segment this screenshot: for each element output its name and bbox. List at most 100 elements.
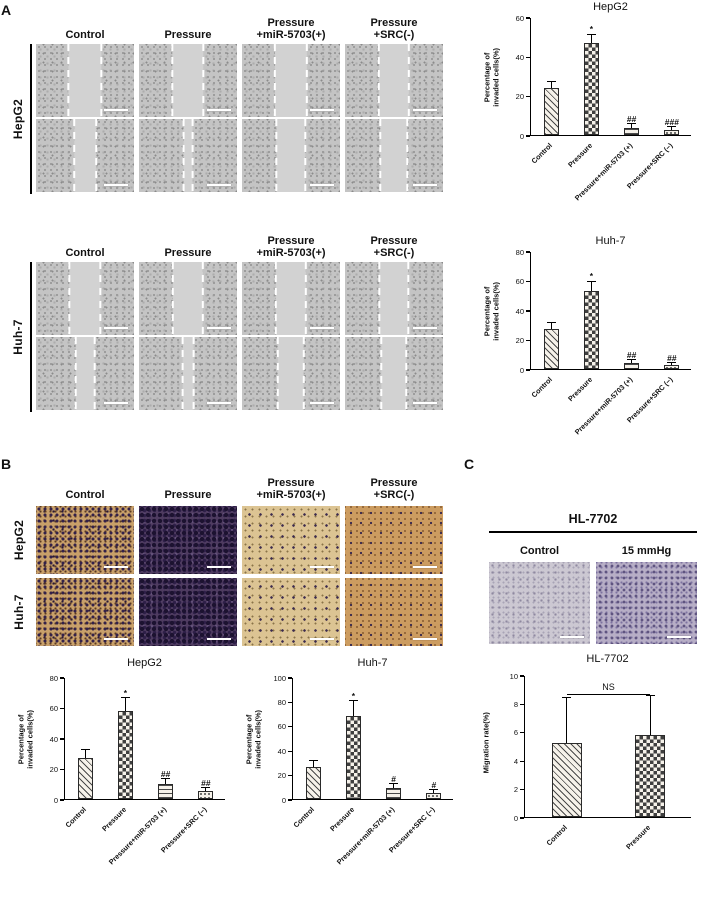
y-tick-mark [526, 56, 530, 58]
wound-gap [74, 337, 95, 410]
bar-pressure-src [664, 365, 680, 369]
transwell-image-hepg2-col0 [36, 506, 134, 574]
plot-area: NS [524, 676, 691, 818]
panel-b-label: B [1, 456, 12, 472]
scale-bar [207, 183, 231, 186]
wound-gap [274, 262, 308, 335]
y-tick-label: 20 [49, 765, 58, 774]
bar-pressure-src [426, 792, 442, 799]
transwell-image-hepg2-col2 [242, 506, 340, 574]
scale-bar [310, 326, 334, 329]
y-axis-label: Percentage of invaded cells(%) [16, 709, 35, 769]
y-tick-label: 100 [273, 673, 286, 683]
chart-invasion-huh7: Huh-7 Percentage of invaded cells(%) 0 20 40… [240, 656, 465, 912]
scale-bar [310, 183, 334, 186]
bar-pressure-mir-5703 [624, 363, 640, 369]
chart-title: HepG2 [127, 657, 162, 669]
bar-pressure-mir-5703 [386, 788, 402, 799]
bar-pressure [583, 42, 599, 135]
error-bar [671, 363, 673, 366]
significance-label: ## [626, 113, 637, 124]
wound-gap [73, 119, 97, 192]
wound-gap [68, 262, 103, 335]
y-tick-label: 40 [515, 52, 524, 62]
wound-gap [276, 337, 306, 410]
panel-c-label: C [464, 456, 475, 472]
chart-title: HepG2 [593, 1, 628, 13]
column-header-row: Control Pressure Pressure +miR-5703(+) Pres… [36, 460, 443, 502]
bar-control [543, 329, 559, 369]
y-tick-mark [60, 799, 64, 801]
y-axis-label: Percentage of invaded cells(%) [482, 47, 501, 107]
scale-bar [310, 565, 334, 568]
y-tick-label: 40 [277, 746, 286, 756]
y-tick-mark [288, 726, 292, 728]
chart-invasion-hepg2: HepG2 Percentage of invaded cells(%) 0 20 40… [12, 656, 237, 912]
y-tick-mark [520, 760, 524, 762]
error-bar-cap [429, 789, 439, 791]
bar-pressure-src [198, 791, 214, 799]
column-header: Control [65, 247, 105, 260]
y-tick-mark [526, 369, 530, 371]
error-bar [590, 281, 592, 291]
error-bar-cap [546, 80, 556, 82]
column-header: Pressure +SRC(-) [370, 476, 418, 502]
wound-gap [378, 262, 411, 335]
y-tick-label: 0 [53, 795, 58, 805]
y-tick-label: 60 [515, 13, 524, 23]
scale-bar [310, 637, 334, 640]
error-bar-cap [201, 787, 211, 789]
scale-bar [104, 326, 128, 329]
wound-image-hepg2-col1-row0 [139, 44, 237, 117]
y-tick-label: 0 [281, 795, 286, 805]
wound-image-huh-7-col1-row1 [139, 337, 237, 410]
y-tick-label: 80 [49, 673, 58, 683]
column-header: Control [65, 489, 105, 502]
scale-bar [104, 183, 128, 186]
wound-gap [182, 119, 194, 192]
ns-label: NS [602, 681, 615, 692]
significance-label: * [589, 271, 594, 282]
wound-gap [380, 337, 409, 410]
cell-line-label: Huh-7 [8, 578, 30, 646]
y-tick-mark [288, 701, 292, 703]
scale-bar [413, 565, 437, 568]
cell-line-label: HepG2 [6, 44, 32, 194]
y-tick-label: 4 [513, 756, 518, 766]
y-tick-label: 0 [519, 131, 524, 141]
wound-gap [171, 44, 206, 117]
y-tick-mark [520, 675, 524, 677]
error-bar-cap [627, 123, 637, 125]
y-tick-label: 60 [277, 722, 286, 732]
error-bar [566, 697, 568, 744]
bar-pressure-mir-5703 [158, 783, 174, 799]
error-bar-cap [586, 280, 596, 282]
transwell-image-huh-7-col2 [242, 578, 340, 646]
y-tick-label: 10 [509, 671, 518, 681]
wound-image-hepg2-col2-row0 [242, 44, 340, 117]
scale-bar [310, 108, 334, 111]
wound-image-hepg2-col2-row1 [242, 119, 340, 192]
error-bar-cap [586, 33, 596, 35]
wound-image-huh-7-col2-row1 [242, 337, 340, 410]
chart-title: Huh-7 [595, 235, 626, 247]
hl7702-header: HL-7702 [489, 512, 697, 533]
error-bar [590, 34, 592, 43]
x-tick-label: Pressure [99, 805, 128, 834]
y-tick-mark [526, 310, 530, 312]
x-tick-label: Pressure [565, 141, 594, 170]
scale-bar [413, 326, 437, 329]
wound-gap [377, 44, 411, 117]
error-bar [649, 696, 651, 735]
y-axis-label: Migration rate(%) [481, 712, 491, 774]
error-bar-cap [667, 361, 677, 364]
scale-bar [207, 326, 231, 329]
scale-bar [667, 635, 691, 638]
y-tick-label: 2 [513, 785, 518, 795]
error-bar-cap [308, 760, 318, 762]
cell-line-name: HepG2 [12, 519, 26, 561]
wound-image-huh-7-col1-row0 [139, 262, 237, 335]
scale-bar [207, 637, 231, 640]
hl7702-image-0 [489, 562, 590, 644]
bar-control [77, 757, 93, 799]
